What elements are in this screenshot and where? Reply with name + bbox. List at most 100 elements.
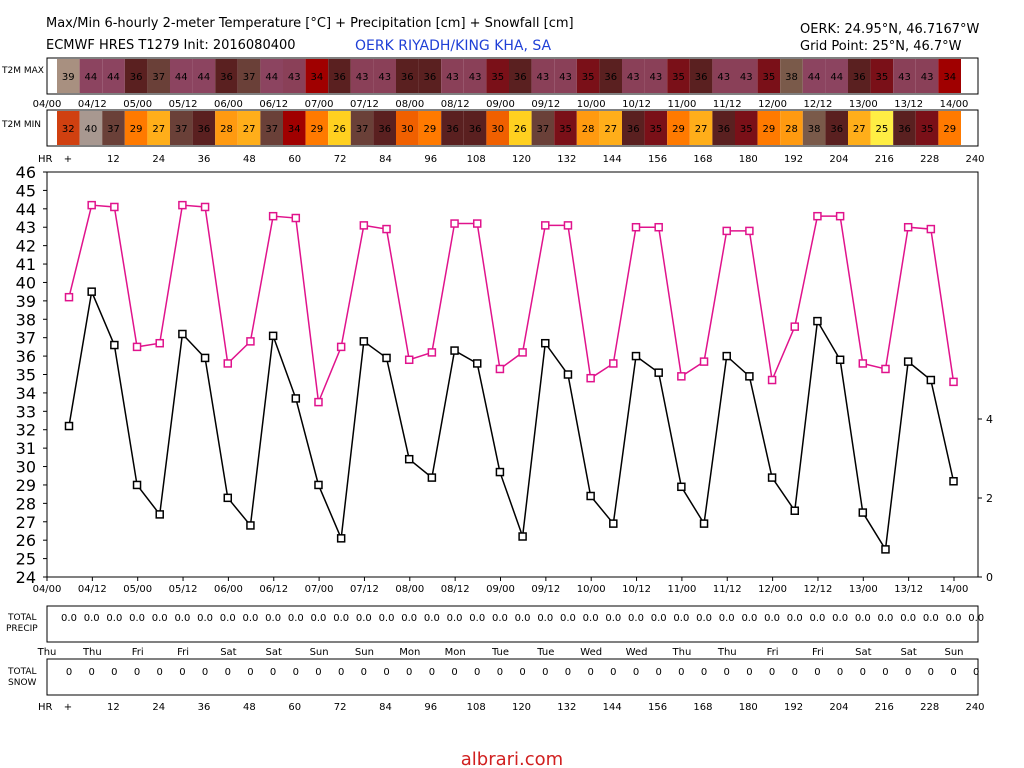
precip-value: 0.0 xyxy=(220,613,236,624)
y2-tick-label: 2 xyxy=(986,492,993,505)
tmin-cell xyxy=(441,111,464,145)
tmin-cell-value: 37 xyxy=(356,124,369,135)
tmin-cell xyxy=(644,111,668,145)
day-label: Mon xyxy=(399,647,420,658)
tmin-cell xyxy=(554,111,577,145)
series-marker-1 xyxy=(699,519,709,528)
tmax-cell xyxy=(418,59,442,93)
snow-value: 0 xyxy=(950,667,956,678)
tmin-cell xyxy=(667,111,690,145)
hour-label: 48 xyxy=(243,154,256,165)
tmax-cell-value: 39 xyxy=(62,72,75,83)
snow-value: 0 xyxy=(134,667,140,678)
hour-label: 36 xyxy=(198,702,211,713)
series-marker-0 xyxy=(132,342,142,352)
day-label: Fri xyxy=(177,647,189,658)
hour-label: 120 xyxy=(512,702,531,713)
series-marker-1 xyxy=(200,353,210,363)
snow-value: 0 xyxy=(542,667,548,678)
tmax-cell-value: 43 xyxy=(717,72,730,83)
tmax-cell-value: 44 xyxy=(198,72,211,83)
tmax-cell-value: 43 xyxy=(537,72,550,83)
tmin-cell-value: 27 xyxy=(853,124,866,135)
y-tick-label: 32 xyxy=(16,421,36,440)
hr-label-top: HR xyxy=(38,154,53,165)
snow-values: 0 0 0 0 0 0 0 0 0 0 0 0 0 0 0 0 0 0 0 0 0 0 0 0 0 0 0 0 0 0 0 0 0 0 0 0 0 0 0 0… xyxy=(66,667,980,678)
precip-value: 0.0 xyxy=(447,613,463,624)
y-tick-label: 27 xyxy=(16,513,36,532)
tmin-cell-value: 27 xyxy=(243,124,256,135)
precip-value: 0.0 xyxy=(401,613,417,624)
y-tick-label: 25 xyxy=(16,550,36,569)
tmax-cell-value: 35 xyxy=(672,72,685,83)
tmax-cell xyxy=(622,59,645,93)
hour-label: 204 xyxy=(829,702,848,713)
precip-value: 0.0 xyxy=(537,613,553,624)
precip-value: 0.0 xyxy=(311,613,327,624)
precip-value: 0.0 xyxy=(696,613,712,624)
series-marker-1 xyxy=(858,508,868,517)
series-marker-0 xyxy=(903,222,913,232)
precip-value: 0.0 xyxy=(424,613,440,624)
tmax-cell xyxy=(237,59,261,93)
snow-value: 0 xyxy=(905,667,911,678)
tmax-cell-value: 35 xyxy=(876,72,889,83)
tmin-cell xyxy=(124,111,148,145)
hour-label: 12 xyxy=(107,154,120,165)
snow-value: 0 xyxy=(678,667,684,678)
tmax-cell-value: 44 xyxy=(107,72,120,83)
tmin-cell-value: 36 xyxy=(830,124,843,135)
tmax-cell-value: 43 xyxy=(356,72,369,83)
precip-value: 0.0 xyxy=(605,613,621,624)
time-label-top: 12/00 xyxy=(758,99,787,110)
snow-value: 0 xyxy=(769,667,775,678)
series-marker-0 xyxy=(64,292,74,302)
series-marker-1 xyxy=(903,357,913,366)
day-label: Fri xyxy=(132,647,144,658)
tmin-cell-value: 26 xyxy=(333,124,346,135)
series-marker-1 xyxy=(541,338,550,348)
snow-value: 0 xyxy=(179,667,185,678)
hour-label: 72 xyxy=(334,154,347,165)
tmin-cell xyxy=(57,111,80,145)
snow-value: 0 xyxy=(111,667,117,678)
tmax-cell-value: 36 xyxy=(130,72,143,83)
tmin-cell-value: 35 xyxy=(650,124,663,135)
tmax-cell-value: 34 xyxy=(311,72,324,83)
tmin-cell-value: 29 xyxy=(130,124,143,135)
time-label-top: 10/12 xyxy=(622,99,651,110)
tmax-cell-value: 36 xyxy=(514,72,527,83)
snow-value: 0 xyxy=(746,667,752,678)
hour-labels-top: +12 24 36 48 60 72 84 96 108 120 132 144 156 168 180 19… xyxy=(64,154,985,165)
tmin-cell-value: 27 xyxy=(152,124,165,135)
tmin-cell xyxy=(893,111,916,145)
hour-label: 144 xyxy=(603,154,622,165)
precip-value: 0.0 xyxy=(492,613,508,624)
x-tick-label: 13/00 xyxy=(849,584,878,595)
tmax-cell-value: 36 xyxy=(333,72,346,83)
tmin-cell-value: 27 xyxy=(604,124,617,135)
hour-label: 204 xyxy=(829,154,848,165)
y2-axis: 0 2 4 xyxy=(978,413,993,584)
tmax-cell xyxy=(531,59,555,93)
series-marker-1 xyxy=(654,368,663,377)
x-axis: 04/00 04/12 05/00 05/12 06/00 06/12 07/00 07/12… xyxy=(33,577,968,595)
series-marker-1 xyxy=(926,375,936,385)
snow-value: 0 xyxy=(474,667,480,678)
y-tick-label: 42 xyxy=(16,237,36,256)
precip-value: 0.0 xyxy=(515,613,531,624)
series-marker-1 xyxy=(450,346,459,355)
series-layer xyxy=(64,200,958,554)
x-tick-label: 05/00 xyxy=(123,584,152,595)
hour-labels-bottom: +12 24 36 48 60 72 84 96 108 120 132 144 156 168 180 19… xyxy=(64,702,985,713)
tmax-cell-value: 43 xyxy=(921,72,934,83)
tmax-cell-value: 44 xyxy=(808,72,821,83)
tmax-cell-value: 36 xyxy=(220,72,233,83)
day-labels: Thu Thu Fri Fri Sat Sat Sun Sun Mon Mon Tue Tue Wed W… xyxy=(37,647,964,658)
precip-value: 0.0 xyxy=(628,613,644,624)
hour-label: + xyxy=(64,702,72,713)
tmax-cell-value: 44 xyxy=(265,72,278,83)
tmax-cell xyxy=(486,59,509,93)
precip-value: 0.0 xyxy=(764,613,780,624)
snow-value: 0 xyxy=(587,667,593,678)
